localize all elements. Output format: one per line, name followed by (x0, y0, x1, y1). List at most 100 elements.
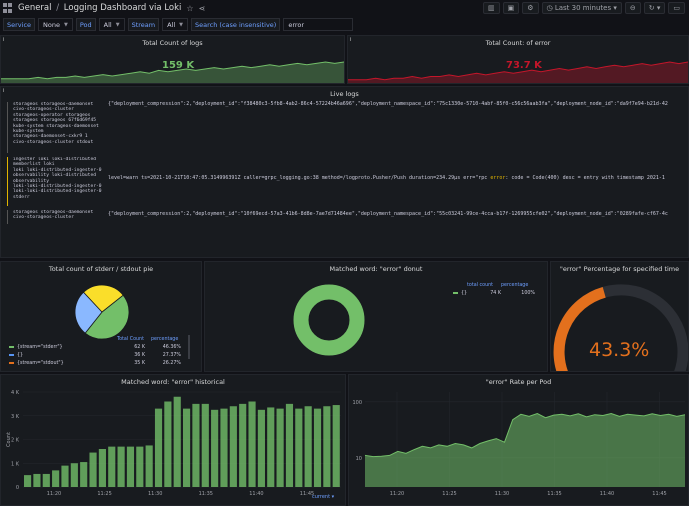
panel-error-donut[interactable]: Matched word: "error" donut total count … (204, 261, 548, 372)
legend-row[interactable]: {} 74 K 100% (453, 289, 543, 297)
x-tick-label: 11:40 (249, 491, 263, 497)
panel-stream-pie[interactable]: Total count of stderr / stdout pie Total… (0, 261, 202, 372)
panel-title[interactable]: "error" Percentage for specified time (559, 265, 680, 273)
bar[interactable] (304, 406, 312, 487)
chevron-down-icon: ▾ (613, 4, 617, 12)
bar[interactable] (276, 408, 284, 487)
bar[interactable] (33, 473, 41, 487)
share-icon[interactable]: ⋖ (198, 3, 206, 13)
search-input[interactable]: error (283, 18, 354, 31)
dashboard-breadcrumb[interactable]: General / Logging Dashboard via Loki (18, 3, 181, 13)
bar[interactable] (332, 405, 340, 487)
legend-col-total[interactable]: total count (467, 282, 494, 288)
bar[interactable] (285, 403, 294, 487)
service-variable-select[interactable]: None ▼ (38, 18, 73, 31)
refresh-icon: ↻ (648, 4, 655, 12)
bar[interactable] (108, 446, 116, 487)
bar[interactable] (257, 409, 265, 487)
legend-row[interactable]: {stream="stdout"} 35 K 26.27% (9, 359, 197, 367)
breadcrumb-folder[interactable]: General (18, 3, 52, 13)
panel-total-logs[interactable]: i Total Count of logs 159 K (0, 35, 345, 84)
bar[interactable] (173, 396, 181, 487)
bar[interactable] (61, 465, 69, 487)
gauge-fill (553, 287, 606, 371)
panel-title[interactable]: Total Count: of error (485, 39, 551, 47)
pod-variable-select[interactable]: All ▼ (98, 18, 125, 31)
bar[interactable] (98, 449, 106, 487)
log-message: {"deployment_compression":2,"deployment_… (108, 101, 668, 107)
refresh-button[interactable]: ↻ ▾ (643, 2, 666, 14)
panel-error-rate[interactable]: "error" Rate per Pod 10 100 11:20 11:25 11:3… (348, 374, 689, 506)
legend-row[interactable]: {stream="stderr"} 62 K 46.36% (9, 343, 197, 351)
pod-variable-value: All (103, 20, 112, 29)
bar[interactable] (117, 446, 125, 487)
bar[interactable] (70, 463, 78, 487)
x-tick-label: 11:25 (97, 491, 111, 497)
y-tick-label: 4 K (11, 390, 20, 396)
donut-slice[interactable] (293, 284, 365, 356)
dashboards-grid-icon[interactable] (3, 3, 13, 13)
bar[interactable] (239, 403, 247, 487)
top-nav-bar: General / Logging Dashboard via Loki ☆ ⋖… (0, 0, 689, 16)
bar[interactable] (211, 409, 219, 487)
log-row[interactable]: storageos storageos-daemonset civo-stora… (7, 210, 688, 224)
panel-title[interactable]: Matched word: "error" historical (121, 378, 225, 386)
log-list[interactable]: storageos storageos-daemonset civo-stora… (7, 101, 688, 257)
bar[interactable] (192, 403, 200, 487)
bar[interactable] (42, 473, 50, 487)
x-tick-label: 11:40 (600, 491, 614, 497)
legend-percentage: 100% (521, 290, 535, 296)
legend-percentage: 46.36% (162, 344, 181, 350)
time-picker[interactable]: ◷ Last 30 minutes ▾ (541, 2, 622, 14)
rate-area (365, 413, 685, 487)
stream-variable-select[interactable]: All ▼ (162, 18, 189, 31)
pie-slice[interactable] (83, 284, 124, 313)
pie-slice[interactable] (74, 291, 103, 334)
bar[interactable] (136, 446, 144, 487)
panel-title[interactable]: Total Count of logs (142, 39, 203, 47)
template-variables-bar: Service None ▼ Pod All ▼ Stream All ▼ Searc… (0, 17, 689, 32)
panel-live-logs[interactable]: i Live logs storageos storageos-daemonse… (0, 86, 689, 258)
y-tick-label: 10 (356, 456, 362, 462)
pie-slice[interactable] (84, 294, 130, 340)
legend-col-percentage[interactable]: percentage (501, 282, 529, 288)
bar[interactable] (229, 406, 237, 487)
bar[interactable] (154, 408, 163, 487)
view-mode-button[interactable]: ▭ (668, 2, 685, 14)
star-icon[interactable]: ☆ (186, 3, 194, 13)
panel-title[interactable]: Matched word: "error" donut (329, 265, 423, 273)
legend-col-percentage[interactable]: percentage (151, 336, 179, 342)
log-row[interactable]: ingester loki loki-distributed memberlis… (7, 157, 688, 206)
settings-button[interactable]: ⚙ (522, 2, 539, 14)
dashboard-title[interactable]: Logging Dashboard via Loki (63, 3, 182, 13)
bar[interactable] (201, 403, 209, 487)
bar[interactable] (323, 406, 331, 487)
panel-error-historical[interactable]: Matched word: "error" historical 0 1 K 2 K… (0, 374, 346, 506)
bar[interactable] (52, 470, 60, 487)
save-dashboard-button[interactable]: ▣ (502, 2, 520, 14)
bar[interactable] (295, 408, 303, 487)
panel-error-gauge[interactable]: "error" Percentage for specified time 43… (550, 261, 689, 372)
bar[interactable] (220, 408, 228, 487)
panel-title[interactable]: Live logs (330, 90, 359, 98)
log-row[interactable]: storageos storageos-daemonset civo-stora… (7, 101, 688, 153)
bar[interactable] (145, 445, 153, 487)
legend-current[interactable]: current ▾ (312, 494, 334, 500)
bar[interactable] (24, 475, 32, 487)
bar[interactable] (126, 446, 135, 487)
panel-total-error[interactable]: i Total Count: of error 73.7 K (347, 35, 689, 84)
legend-col-total[interactable]: Total Count (117, 336, 144, 342)
add-panel-button[interactable]: ▥ (482, 2, 500, 14)
panel-title[interactable]: "error" Rate per Pod (485, 378, 552, 386)
bar[interactable] (248, 401, 256, 488)
bar[interactable] (89, 452, 97, 487)
panel-title[interactable]: Total count of stderr / stdout pie (48, 265, 154, 273)
bar[interactable] (80, 462, 88, 487)
zoom-out-button[interactable]: ⊖ (624, 2, 641, 14)
bar[interactable] (183, 408, 191, 487)
bar[interactable] (267, 407, 275, 487)
legend-row[interactable]: {} 36 K 27.37% (9, 351, 197, 359)
legend-scrollbar[interactable] (188, 335, 190, 359)
bar[interactable] (313, 408, 322, 487)
bar[interactable] (164, 401, 172, 488)
